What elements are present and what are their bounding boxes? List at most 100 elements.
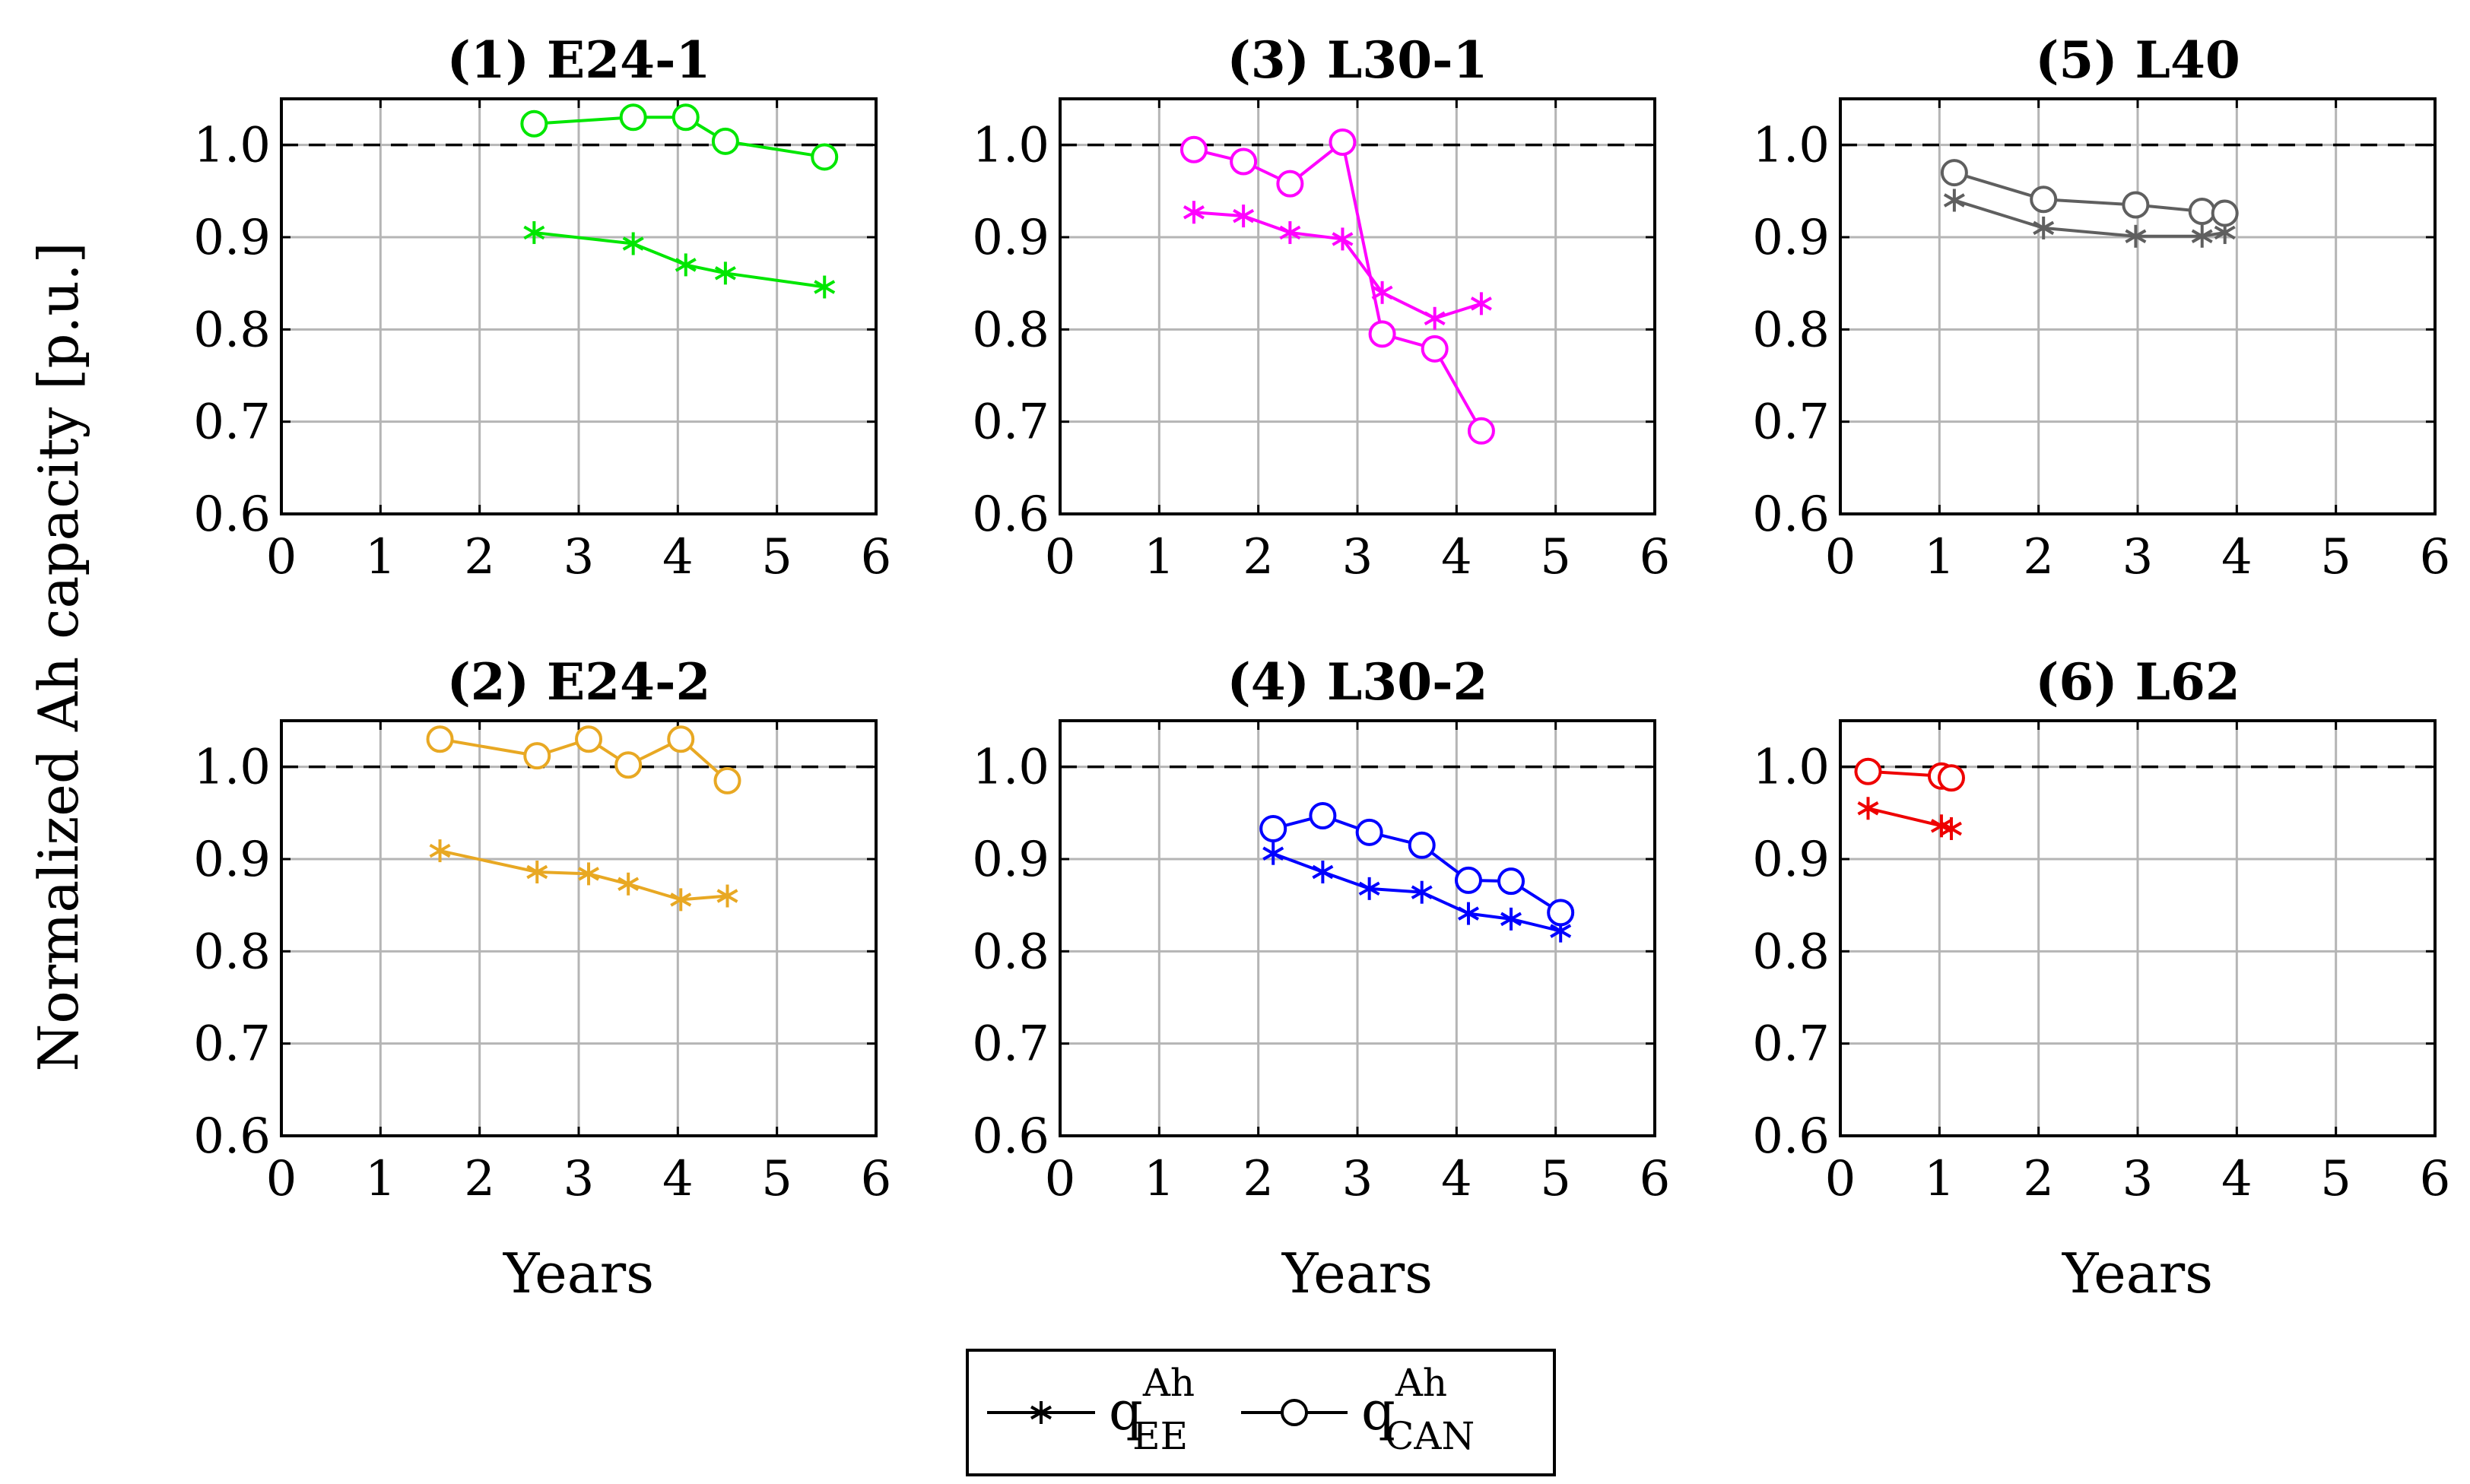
can-data-point	[2188, 198, 2216, 226]
can-data-point	[1547, 899, 1575, 927]
ee-data-point	[814, 275, 836, 299]
y-tick-label: 0.9	[193, 832, 271, 888]
can-data-point	[520, 109, 548, 138]
x-tick-label: 3	[1342, 1151, 1373, 1207]
x-tick-label: 5	[2320, 529, 2351, 585]
y-tick-label: 0.7	[972, 1016, 1049, 1073]
ee-data-point	[1457, 902, 1479, 925]
can-data-point	[614, 751, 643, 779]
x-tick-label: 2	[2023, 1151, 2054, 1207]
can-data-point	[1454, 866, 1482, 894]
ee-data-point	[675, 253, 697, 277]
panels: 0 1 2 3 4 5 6 0.6 0.7 0.8 0.9 1.0 (1) E24-1 0 1 2 3 4 5 6 0.…	[193, 30, 2450, 1305]
ee-data-point	[1262, 842, 1284, 865]
x-tick-label: 3	[564, 529, 595, 585]
can-data-point	[1179, 135, 1208, 163]
x-tick-label: 2	[464, 1151, 495, 1207]
ee-data-point	[716, 884, 738, 908]
panel-5: 0 1 2 3 4 5 6 0.6 0.7 0.8 0.9 1.0 (4) L30-2 Years	[972, 652, 1670, 1305]
x-tick-label: 0	[1045, 1151, 1076, 1207]
ee-data-point	[714, 262, 736, 285]
y-tick-label: 0.6	[972, 487, 1049, 543]
x-tick-label: 2	[1243, 1151, 1274, 1207]
can-data-point	[1230, 147, 1258, 176]
can-data-point	[1467, 417, 1495, 445]
panel-title: (6) L62	[2035, 652, 2240, 712]
x-tick-label: 6	[1640, 1151, 1671, 1207]
can-data-point	[2030, 186, 2058, 214]
y-tick-label: 0.6	[1752, 1108, 1830, 1165]
x-tick-label: 6	[2420, 529, 2451, 585]
panel-title: (2) E24-2	[447, 652, 711, 712]
ee-data-point	[2125, 224, 2147, 248]
ee-data-point	[1183, 201, 1205, 224]
ee-data-point	[1332, 227, 1354, 251]
x-tick-label: 0	[266, 529, 297, 585]
y-tick-label: 1.0	[193, 740, 271, 796]
ee-data-point	[1470, 292, 1492, 316]
y-tick-label: 0.7	[972, 395, 1049, 451]
can-data-point	[2122, 191, 2150, 219]
ee-data-point	[1312, 860, 1334, 883]
y-tick-label: 1.0	[972, 118, 1049, 174]
y-tick-label: 0.6	[193, 1108, 271, 1165]
x-tick-label: 5	[2320, 1151, 2351, 1207]
ee-data-point	[429, 839, 451, 863]
can-series-line	[1954, 171, 2225, 215]
ee-data-point	[1943, 189, 1965, 212]
legend-ee-marker	[1030, 1401, 1052, 1424]
y-tick-label: 0.6	[193, 487, 271, 543]
y-tick-label: 0.8	[1752, 924, 1830, 980]
ee-data-point	[2191, 224, 2213, 248]
can-data-point	[2211, 199, 2239, 227]
x-tick-label: 1	[1144, 1151, 1175, 1207]
can-data-point	[713, 766, 741, 794]
y-tick-label: 0.8	[193, 302, 271, 358]
can-data-point	[1940, 159, 1968, 187]
ee-data-point	[1411, 880, 1433, 904]
panel-1: 0 1 2 3 4 5 6 0.6 0.7 0.8 0.9 1.0 (1) E24-1	[193, 30, 891, 585]
x-tick-label: 4	[1441, 1151, 1472, 1207]
y-tick-label: 0.9	[972, 832, 1049, 888]
x-tick-label: 1	[1144, 529, 1175, 585]
ee-series-line	[440, 849, 728, 902]
can-data-point	[1408, 831, 1436, 859]
can-data-point	[523, 742, 551, 770]
x-tick-label: 1	[1924, 1151, 1955, 1207]
y-tick-label: 1.0	[1752, 740, 1830, 796]
can-data-point	[1329, 128, 1357, 157]
x-tick-label: 6	[861, 1151, 892, 1207]
can-data-point	[1276, 170, 1304, 198]
x-tick-label: 4	[2221, 529, 2253, 585]
legend-ee-asterisk	[1030, 1401, 1052, 1424]
y-axis-label: Normalized Ah capacity [p.u.]	[27, 242, 90, 1071]
ee-data-point	[578, 862, 600, 886]
ee-data-point	[1233, 205, 1255, 228]
can-data-point	[1259, 814, 1287, 842]
can-data-point	[1497, 867, 1525, 896]
y-tick-label: 1.0	[193, 118, 271, 174]
y-tick-label: 0.7	[1752, 395, 1830, 451]
x-tick-label: 0	[1825, 1151, 1856, 1207]
ee-data-point	[1279, 220, 1301, 244]
panel-title: (1) E24-1	[447, 30, 711, 90]
can-data-point	[1368, 320, 1396, 348]
can-data-point	[671, 103, 700, 132]
x-tick-label: 5	[761, 529, 792, 585]
panel-title: (3) L30-1	[1227, 30, 1488, 90]
x-tick-label: 5	[1540, 529, 1571, 585]
ee-data-point	[1940, 817, 1962, 840]
can-series-line	[1272, 813, 1562, 915]
x-tick-label: 4	[2221, 1151, 2253, 1207]
y-tick-label: 0.7	[193, 1016, 271, 1073]
ee-data-point	[1358, 877, 1380, 900]
y-tick-label: 0.7	[193, 395, 271, 451]
panel-4: 0 1 2 3 4 5 6 0.6 0.7 0.8 0.9 1.0 (2) E24-2 Years	[193, 652, 891, 1305]
ee-data-point	[2033, 216, 2055, 239]
legend-ee-label: qAh EE	[1109, 1361, 1195, 1458]
ee-data-point	[526, 860, 548, 883]
can-data-point	[667, 725, 695, 753]
x-tick-label: 3	[2122, 1151, 2154, 1207]
x-tick-label: 0	[266, 1151, 297, 1207]
